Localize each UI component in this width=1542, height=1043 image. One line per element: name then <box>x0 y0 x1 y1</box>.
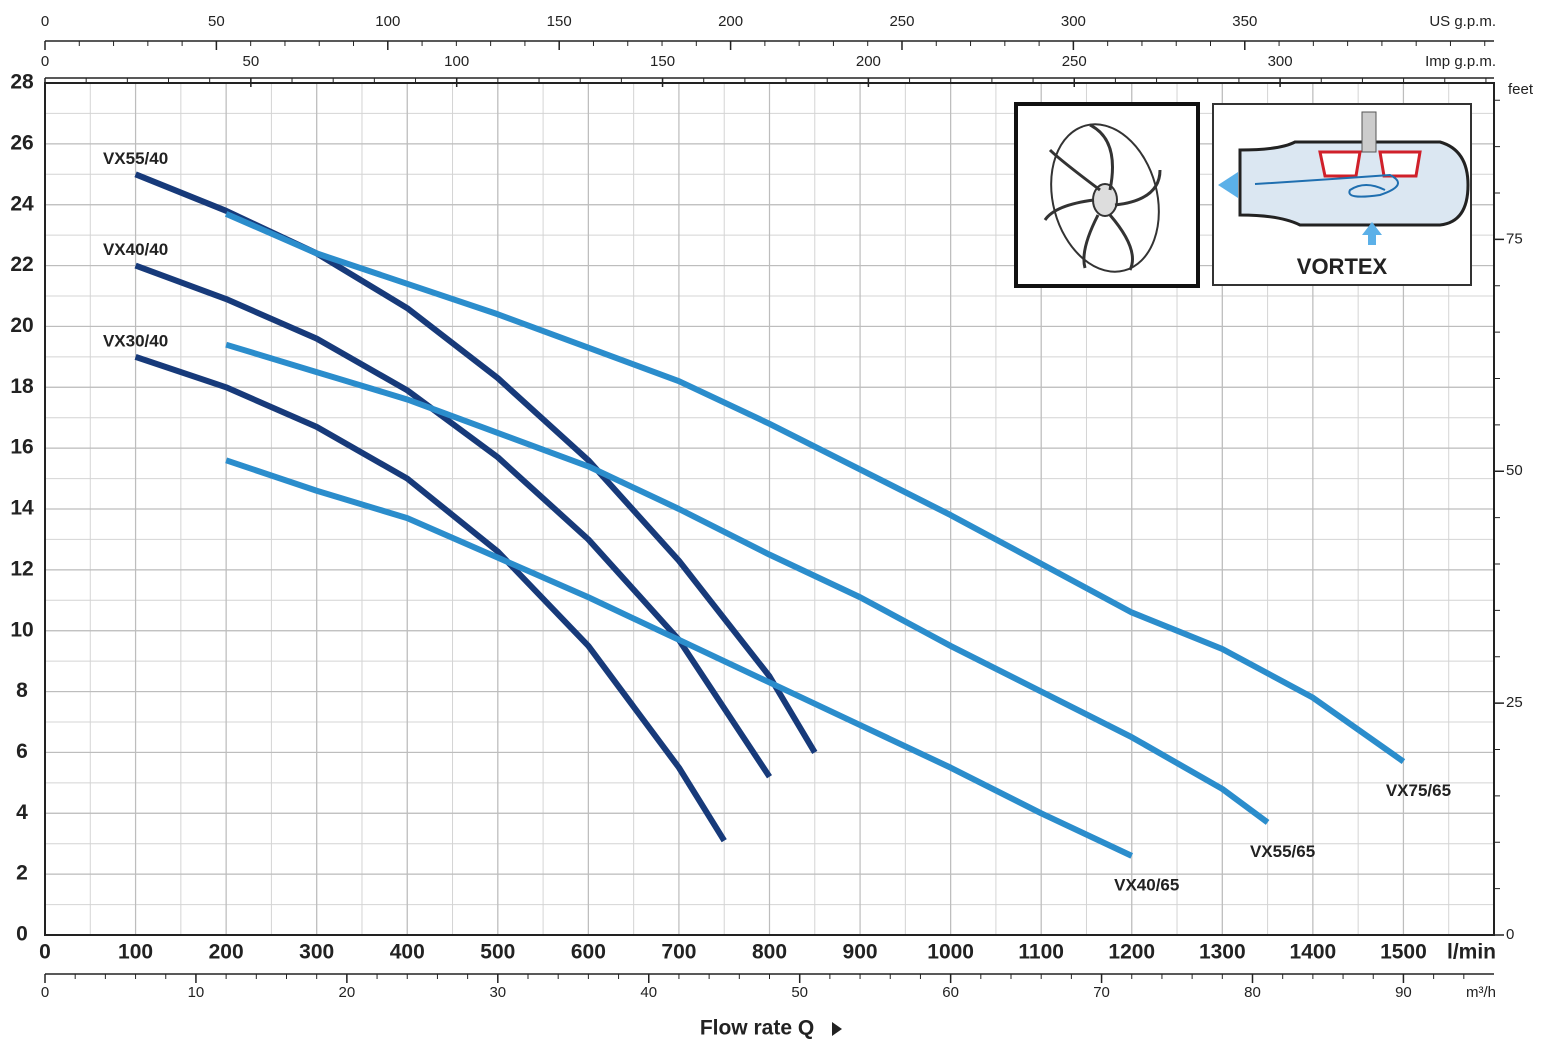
x-tick-label: 1400 <box>1290 941 1337 964</box>
curve <box>134 262 773 779</box>
tick-label: 60 <box>942 984 959 1001</box>
tick-label: 0 <box>41 984 49 1001</box>
series-label: VX30/40 <box>103 331 168 350</box>
tick-label: 0 <box>41 13 49 30</box>
series-label: VX55/40 <box>103 149 168 168</box>
x-tick-label: 300 <box>299 941 334 964</box>
curve <box>134 354 727 843</box>
x-axis-title: Flow rate Q <box>700 1017 814 1040</box>
y-tick-label: 10 <box>10 618 33 641</box>
tick-label: 250 <box>889 13 914 30</box>
tick-label: 0 <box>41 53 49 70</box>
x-tick-label: 700 <box>661 941 696 964</box>
y2-tick-label: 0 <box>1506 926 1514 943</box>
x-tick-label: 1200 <box>1108 941 1155 964</box>
curve <box>224 211 1406 765</box>
impeller-inset <box>1014 102 1200 288</box>
tick-label: 90 <box>1395 984 1412 1001</box>
y-tick-label: 4 <box>16 801 28 824</box>
x-tick-label: 600 <box>571 941 606 964</box>
x-tick-label: 800 <box>752 941 787 964</box>
x-tick-label: 100 <box>118 941 153 964</box>
tick-label: 100 <box>375 13 400 30</box>
tick-label: 350 <box>1232 13 1257 30</box>
tick-label: 200 <box>856 53 881 70</box>
x-tick-label: 200 <box>209 941 244 964</box>
curve <box>225 341 1270 825</box>
y-tick-label: 20 <box>10 314 33 337</box>
tick-label: 300 <box>1061 13 1086 30</box>
tick-label: 100 <box>444 53 469 70</box>
y-tick-label: 8 <box>16 679 28 702</box>
curve <box>225 457 1134 859</box>
y-tick-label: 22 <box>10 253 33 276</box>
tick-label: 150 <box>547 13 572 30</box>
tick-label: 20 <box>339 984 356 1001</box>
y-tick-label: 0 <box>16 923 28 946</box>
tick-label: 10 <box>188 984 205 1001</box>
tick-label: 250 <box>1062 53 1087 70</box>
y2-tick-label: 25 <box>1506 694 1523 711</box>
x-tick-label: 500 <box>480 941 515 964</box>
plot-frame <box>44 82 1495 936</box>
axis-unit: Imp g.p.m. <box>1425 53 1496 70</box>
y2-tick-label: 50 <box>1506 462 1523 479</box>
x-tick-label: 1000 <box>927 941 974 964</box>
x-tick-label: 1100 <box>1018 941 1064 964</box>
x-unit: l/min <box>1447 941 1496 964</box>
x-tick-label: 0 <box>39 941 51 964</box>
y-tick-label: 18 <box>10 375 34 398</box>
y-tick-label: 16 <box>10 436 33 459</box>
x-tick-label: 900 <box>843 941 878 964</box>
y2-tick-label: 75 <box>1506 230 1523 247</box>
tick-label: 50 <box>791 984 808 1001</box>
vortex-label: VORTEX <box>1297 254 1388 279</box>
axis-unit: US g.p.m. <box>1429 13 1496 30</box>
series-label: VX40/65 <box>1114 875 1179 894</box>
tick-label: 300 <box>1268 53 1293 70</box>
y2-unit: feet <box>1508 81 1534 98</box>
y-tick-label: 28 <box>10 71 34 94</box>
axis-unit: m³/h <box>1466 984 1496 1001</box>
x-tick-label: 400 <box>390 941 425 964</box>
tick-label: 200 <box>718 13 743 30</box>
tick-label: 30 <box>489 984 506 1001</box>
y-tick-label: 14 <box>10 497 34 520</box>
arrow <box>832 1022 842 1036</box>
vortex-inset: VORTEX <box>1212 103 1472 286</box>
y-tick-label: 12 <box>10 557 33 580</box>
tick-label: 70 <box>1093 984 1110 1001</box>
y-tick-label: 26 <box>10 131 33 154</box>
y-tick-label: 2 <box>16 862 28 885</box>
tick-label: 50 <box>243 53 260 70</box>
tick-label: 40 <box>640 984 657 1001</box>
series-label: VX75/65 <box>1386 781 1451 800</box>
series-label: VX40/40 <box>103 240 168 259</box>
tick-label: 50 <box>208 13 225 30</box>
tick-label: 80 <box>1244 984 1261 1001</box>
tick-label: 150 <box>650 53 675 70</box>
x-tick-label: 1500 <box>1380 941 1427 964</box>
x-tick-label: 1300 <box>1199 941 1246 964</box>
series-label: VX55/65 <box>1250 842 1315 861</box>
y-tick-label: 6 <box>16 740 28 763</box>
y-tick-label: 24 <box>10 192 34 215</box>
